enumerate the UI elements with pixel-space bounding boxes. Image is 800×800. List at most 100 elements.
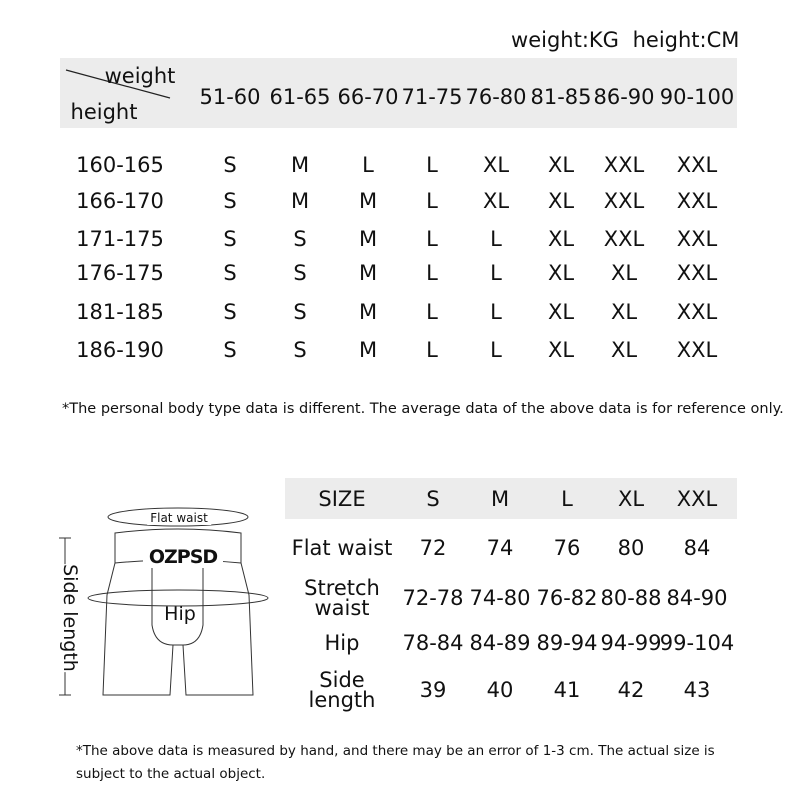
height-range-label: 181-185: [76, 300, 164, 324]
size-table-header: SIZE: [318, 487, 366, 511]
size-cell: M: [358, 300, 378, 324]
height-range-label: 171-175: [76, 227, 164, 251]
size-cell: XL: [610, 261, 638, 285]
size-table-header: L: [561, 487, 573, 511]
brand-logo: OZPSD: [143, 546, 223, 568]
weight-range-header: 66-70: [337, 85, 399, 109]
size-cell: S: [223, 189, 237, 213]
measurement-cell: 41: [553, 678, 581, 702]
size-cell: XL: [547, 227, 575, 251]
size-cell: S: [223, 227, 237, 251]
measurement-label: Flat waist: [291, 536, 393, 560]
measurement-cell: 74-80: [469, 586, 531, 610]
size-cell: M: [290, 153, 310, 177]
size-cell: XXL: [603, 153, 645, 177]
size-cell: L: [426, 153, 438, 177]
size-cell: M: [358, 261, 378, 285]
size-cell: L: [426, 261, 438, 285]
size-cell: S: [293, 300, 307, 324]
size-cell: XL: [547, 261, 575, 285]
height-range-label: 160-165: [76, 153, 164, 177]
size-cell: M: [358, 227, 378, 251]
size-cell: L: [426, 189, 438, 213]
measurement-cell: 40: [486, 678, 514, 702]
size-cell: S: [223, 261, 237, 285]
size-cell: XL: [610, 300, 638, 324]
size-cell: M: [358, 189, 378, 213]
measurement-cell: 72: [419, 536, 447, 560]
size-table-header: M: [490, 487, 510, 511]
measurement-cell: 99-104: [659, 631, 735, 655]
size-cell: XL: [610, 338, 638, 362]
measurement-cell: 84-89: [469, 631, 531, 655]
measurement-cell: 80-88: [600, 586, 662, 610]
size-cell: L: [426, 300, 438, 324]
size-cell: XXL: [676, 189, 718, 213]
height-range-label: 186-190: [76, 338, 164, 362]
size-cell: XXL: [603, 227, 645, 251]
corner-weight-label: weight: [104, 64, 176, 88]
size-cell: L: [362, 153, 374, 177]
measurement-cell: 74: [486, 536, 514, 560]
height-range-label: 176-175: [76, 261, 164, 285]
size-cell: M: [358, 338, 378, 362]
measurement-cell: 94-99: [600, 631, 662, 655]
hip-label: Hip: [164, 603, 196, 625]
size-cell: XL: [547, 153, 575, 177]
weight-range-header: 81-85: [530, 85, 592, 109]
measurement-label: Stretch waist: [304, 576, 380, 620]
reference-note: *The personal body type data is differen…: [62, 401, 784, 417]
measurement-cell: 76: [553, 536, 581, 560]
size-cell: XL: [547, 300, 575, 324]
size-cell: XL: [482, 153, 510, 177]
size-cell: S: [223, 153, 237, 177]
measurement-cell: 76-82: [536, 586, 598, 610]
corner-height-label: height: [70, 100, 138, 124]
measurement-cell: 80: [617, 536, 645, 560]
measurement-cell: 43: [683, 678, 711, 702]
measurement-cell: 39: [419, 678, 447, 702]
measurement-cell: 72-78: [402, 586, 464, 610]
measurement-label: Side length: [308, 668, 376, 712]
size-cell: L: [490, 338, 502, 362]
measurement-cell: 42: [617, 678, 645, 702]
measurement-cell: 89-94: [536, 631, 598, 655]
size-cell: L: [490, 261, 502, 285]
size-cell: XL: [547, 338, 575, 362]
size-cell: L: [426, 227, 438, 251]
weight-range-header: 51-60: [199, 85, 261, 109]
flat-waist-label: Flat waist: [147, 511, 211, 525]
weight-range-header: 90-100: [659, 85, 735, 109]
size-cell: S: [223, 300, 237, 324]
size-cell: L: [490, 300, 502, 324]
height-unit: height:CM: [632, 28, 740, 52]
measurement-note: *The above data is measured by hand, and…: [76, 743, 715, 782]
size-table-header: S: [426, 487, 440, 511]
size-cell: XXL: [676, 300, 718, 324]
size-cell: S: [223, 338, 237, 362]
size-cell: S: [293, 338, 307, 362]
size-table-header: XXL: [676, 487, 718, 511]
bottom-header-band: [285, 478, 737, 519]
size-cell: XL: [547, 189, 575, 213]
measurement-cell: 84-90: [666, 586, 728, 610]
size-cell: XXL: [676, 153, 718, 177]
corner-diagonal: [65, 69, 171, 99]
size-cell: M: [290, 189, 310, 213]
weight-range-header: 61-65: [269, 85, 331, 109]
size-cell: XL: [482, 189, 510, 213]
measurement-cell: 84: [683, 536, 711, 560]
size-cell: S: [293, 261, 307, 285]
height-range-label: 166-170: [76, 189, 164, 213]
size-cell: XXL: [676, 338, 718, 362]
size-table-header: XL: [617, 487, 645, 511]
size-cell: XXL: [676, 261, 718, 285]
measurement-cell: 78-84: [402, 631, 464, 655]
weight-range-header: 76-80: [465, 85, 527, 109]
side-length-label: Side length: [59, 564, 81, 672]
size-cell: XXL: [603, 189, 645, 213]
measurement-label: Hip: [324, 631, 360, 655]
top-header-band: [60, 58, 737, 128]
size-cell: XXL: [676, 227, 718, 251]
size-cell: S: [293, 227, 307, 251]
